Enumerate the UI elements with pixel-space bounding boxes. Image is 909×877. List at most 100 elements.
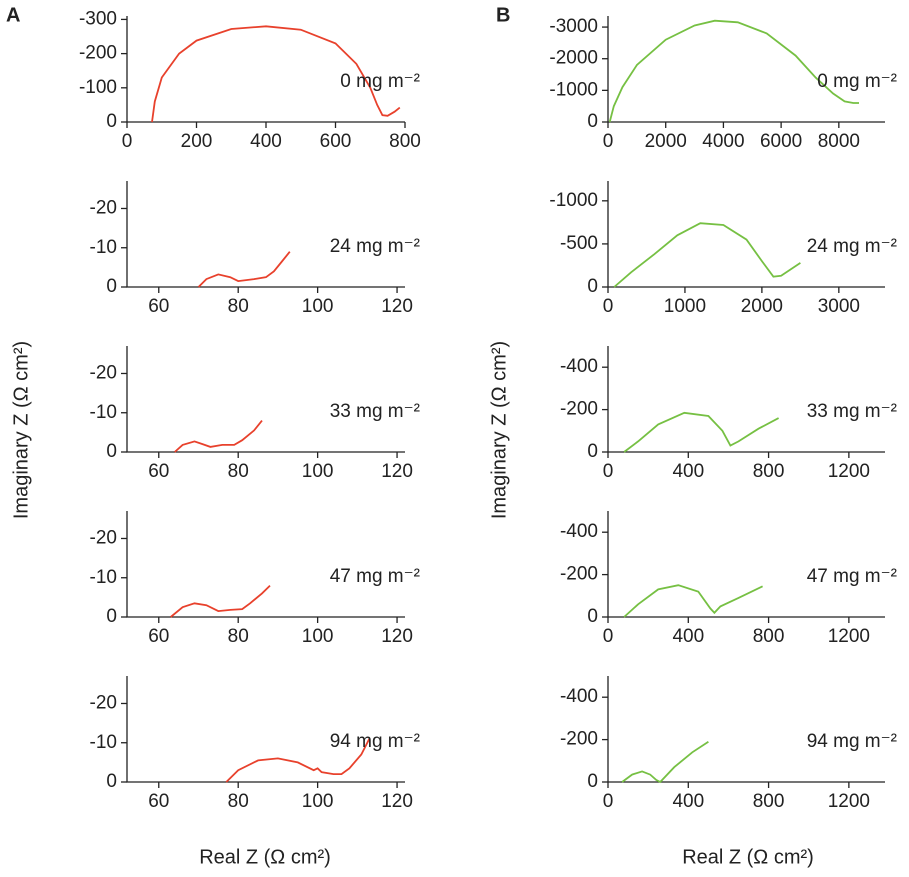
axes bbox=[607, 16, 885, 123]
axes bbox=[607, 511, 885, 618]
x-tick-label: 0 bbox=[603, 296, 614, 317]
x-tick-label: 800 bbox=[753, 626, 785, 647]
y-tick-label: 0 bbox=[106, 771, 117, 792]
x-tick-label: 3000 bbox=[818, 296, 860, 317]
axes bbox=[607, 181, 885, 288]
y-tick-label: 0 bbox=[587, 606, 598, 627]
x-tick-label: 80 bbox=[228, 791, 249, 812]
curve bbox=[608, 19, 859, 123]
x-tick-label: 400 bbox=[250, 131, 282, 152]
x-tick-label: 120 bbox=[381, 296, 413, 317]
y-tick-label: -20 bbox=[90, 362, 117, 383]
x-tick-label: 800 bbox=[753, 791, 785, 812]
x-tick-label: 0 bbox=[603, 131, 614, 152]
x-tick-label: 60 bbox=[148, 296, 169, 317]
x-tick-label: 4000 bbox=[702, 131, 744, 152]
x-tick-label: 2000 bbox=[645, 131, 687, 152]
y-tick-label: -100 bbox=[79, 77, 117, 98]
x-tick-label: 120 bbox=[381, 791, 413, 812]
x-tick-label: 1200 bbox=[828, 626, 870, 647]
x-tick-label: 80 bbox=[228, 296, 249, 317]
x-tick-label: 1000 bbox=[664, 296, 706, 317]
annotation: 94 mg m⁻² bbox=[330, 731, 420, 752]
x-tick-label: 0 bbox=[603, 626, 614, 647]
curve bbox=[621, 740, 709, 784]
y-tick-label: -200 bbox=[560, 564, 598, 585]
x-tick-label: 120 bbox=[381, 461, 413, 482]
y-tick-label: -10 bbox=[90, 732, 117, 753]
x-tick-label: 60 bbox=[148, 626, 169, 647]
y-tick-label: -300 bbox=[79, 8, 117, 29]
axes bbox=[126, 511, 405, 618]
curve bbox=[623, 411, 780, 453]
x-tick-label: 8000 bbox=[818, 131, 860, 152]
y-tick-label: -3000 bbox=[549, 16, 598, 37]
y-tick-label: 0 bbox=[106, 441, 117, 462]
x-tick-label: 600 bbox=[320, 131, 352, 152]
panel-label: B bbox=[496, 4, 510, 26]
annotation: 24 mg m⁻² bbox=[807, 236, 897, 257]
y-tick-label: 0 bbox=[106, 111, 117, 132]
x-tick-label: 120 bbox=[381, 626, 413, 647]
x-tick-label: 800 bbox=[753, 461, 785, 482]
x-tick-label: 0 bbox=[122, 131, 133, 152]
axes bbox=[126, 181, 405, 288]
curve bbox=[151, 25, 401, 123]
curve bbox=[174, 420, 263, 453]
annotation: 47 mg m⁻² bbox=[330, 566, 420, 587]
x-axis-label: Real Z (Ω cm²) bbox=[682, 846, 814, 868]
x-tick-label: 1200 bbox=[828, 791, 870, 812]
curve bbox=[613, 222, 801, 288]
y-tick-label: -2000 bbox=[549, 48, 598, 69]
x-tick-label: 400 bbox=[672, 626, 704, 647]
annotation: 33 mg m⁻² bbox=[807, 401, 897, 422]
x-tick-label: 400 bbox=[672, 791, 704, 812]
y-tick-label: -200 bbox=[79, 43, 117, 64]
x-tick-label: 6000 bbox=[760, 131, 802, 152]
x-tick-label: 60 bbox=[148, 461, 169, 482]
x-tick-label: 400 bbox=[672, 461, 704, 482]
y-axis-label: Imaginary Z (Ω cm²) bbox=[10, 341, 32, 519]
curve bbox=[197, 251, 291, 288]
annotation: 33 mg m⁻² bbox=[330, 401, 420, 422]
annotation: 0 mg m⁻² bbox=[817, 71, 897, 92]
x-tick-label: 0 bbox=[603, 461, 614, 482]
x-tick-label: 80 bbox=[228, 461, 249, 482]
y-tick-label: 0 bbox=[587, 771, 598, 792]
y-tick-label: -400 bbox=[560, 356, 598, 377]
x-tick-label: 100 bbox=[302, 296, 334, 317]
y-tick-label: 0 bbox=[587, 276, 598, 297]
y-tick-label: 0 bbox=[587, 441, 598, 462]
x-tick-label: 1200 bbox=[828, 461, 870, 482]
x-tick-label: 200 bbox=[181, 131, 213, 152]
y-tick-label: -20 bbox=[90, 692, 117, 713]
axes bbox=[126, 346, 405, 453]
annotation: 47 mg m⁻² bbox=[807, 566, 897, 587]
y-tick-label: -1000 bbox=[549, 190, 598, 211]
x-tick-label: 0 bbox=[603, 791, 614, 812]
x-tick-label: 80 bbox=[228, 626, 249, 647]
curve bbox=[225, 738, 371, 783]
y-tick-label: -200 bbox=[560, 729, 598, 750]
y-tick-label: -400 bbox=[560, 686, 598, 707]
y-tick-label: -10 bbox=[90, 567, 117, 588]
curve bbox=[170, 584, 271, 618]
x-axis-label: Real Z (Ω cm²) bbox=[199, 846, 331, 868]
annotation: 24 mg m⁻² bbox=[330, 236, 420, 257]
x-tick-label: 2000 bbox=[741, 296, 783, 317]
curve bbox=[623, 584, 763, 618]
y-tick-label: -10 bbox=[90, 402, 117, 423]
x-tick-label: 800 bbox=[389, 131, 421, 152]
annotation: 0 mg m⁻² bbox=[340, 71, 420, 92]
y-tick-label: -20 bbox=[90, 527, 117, 548]
x-tick-label: 100 bbox=[302, 791, 334, 812]
y-tick-label: 0 bbox=[587, 111, 598, 132]
axes bbox=[126, 676, 405, 783]
y-tick-label: -400 bbox=[560, 521, 598, 542]
y-axis-label: Imaginary Z (Ω cm²) bbox=[488, 341, 510, 519]
x-tick-label: 60 bbox=[148, 791, 169, 812]
x-tick-label: 100 bbox=[302, 461, 334, 482]
y-tick-label: 0 bbox=[106, 276, 117, 297]
y-tick-label: -200 bbox=[560, 399, 598, 420]
